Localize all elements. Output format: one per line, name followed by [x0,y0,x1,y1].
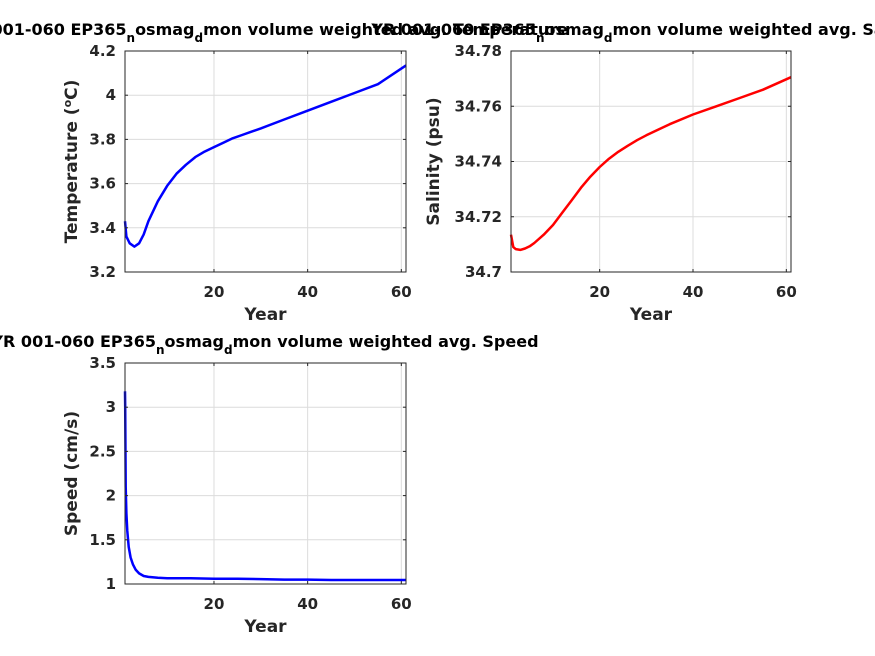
y-tick-label: 3 [106,398,116,416]
x-tick-label: 20 [589,283,610,301]
y-tick-label: 34.72 [455,208,502,226]
x-tick-label: 20 [204,283,225,301]
chart-panel-1: 20 40 60 3.2 3.4 3.6 3.8 4 4.2 Year Temperature (o… [0,20,568,325]
x-tick-label: 40 [297,283,318,301]
x-tick-label: 60 [776,283,797,301]
plot-area [125,51,406,272]
y-tick-label: 34.76 [455,97,502,115]
y-tick-label: 4.2 [89,42,116,60]
series-line [123,64,407,248]
y-tick-label: 1.5 [89,531,116,549]
x-axis-label: Year [629,305,673,325]
y-tick-label: 3.6 [89,175,116,193]
y-tick-label: 2.5 [89,442,116,460]
y-tick-label: 3.8 [89,130,116,148]
x-axis-label: Year [243,305,287,325]
chart-title: YR 001-060 EP365nosmagdmon volume weight… [0,20,568,45]
plot-area [125,363,406,584]
series-line [123,391,406,582]
y-tick-label: 34.74 [455,153,502,171]
y-tick-label: 1 [106,575,116,593]
chart-panel-3: 20 40 60 1 1.5 2 2.5 3 3.5 Year Speed (cm/s) YR 001… [0,332,539,637]
y-tick-label: 4 [106,86,116,104]
y-axis-label: Speed (cm/s) [62,411,82,536]
y-tick-label: 34.78 [455,42,502,60]
chart-title: YR 001-060 EP365nosmagdmon volume weight… [370,20,875,45]
chart-title: YR 001-060 EP365nosmagdmon volume weight… [0,332,539,357]
x-tick-label: 40 [683,283,704,301]
x-tick-label: 40 [297,595,318,613]
y-tick-label: 3.4 [89,219,116,237]
x-tick-label: 60 [391,595,412,613]
x-tick-label: 60 [391,283,412,301]
y-tick-label: 34.7 [465,263,502,281]
x-axis-label: Year [243,617,287,637]
x-tick-label: 20 [204,595,225,613]
axes-box [124,362,407,585]
y-tick-label: 2 [106,487,116,505]
series-line [509,76,792,252]
y-axis-label: Salinity (psu) [424,97,444,225]
y-tick-label: 3.2 [89,263,116,281]
y-tick-label: 3.5 [89,354,116,372]
chart-panel-2: 20 40 60 34.7 34.72 34.74 34.76 34.78 Year Salini… [370,20,875,325]
axes-box [124,50,407,273]
y-axis-label: Temperature (oC) [61,80,83,244]
